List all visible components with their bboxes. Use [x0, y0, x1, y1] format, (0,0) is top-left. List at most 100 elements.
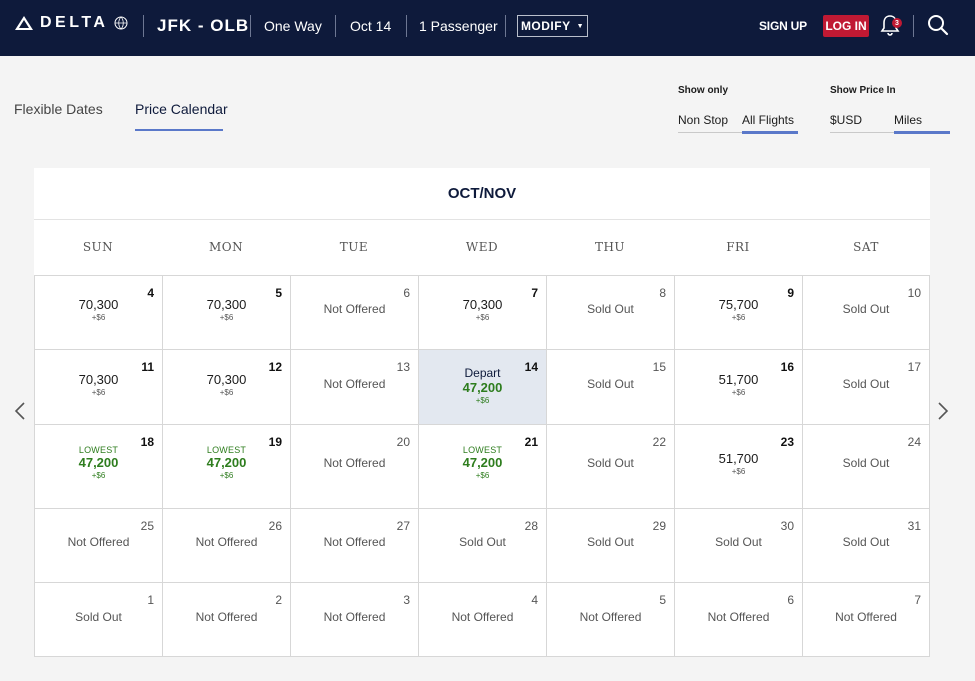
trip-type: One Way: [264, 18, 322, 34]
weekday-header: WED: [465, 240, 499, 254]
calendar-day[interactable]: 16 51,700 +$6: [674, 349, 802, 424]
availability-status: Sold Out: [587, 302, 634, 316]
availability-status: Not Offered: [195, 609, 258, 624]
availability-status: Sold Out: [75, 609, 122, 624]
day-number: 5: [275, 286, 282, 300]
calendar-day: 5 Not Offered: [546, 582, 674, 657]
weekday-header: FRI: [726, 240, 750, 254]
calendar-day: 27 Not Offered: [290, 508, 418, 582]
fare-info: 51,700 +$6: [675, 451, 802, 476]
fare-info: LOWEST 47,200 +$6: [163, 445, 290, 480]
travel-date: Oct 14: [350, 18, 392, 34]
day-number: 17: [907, 360, 921, 374]
brand-name: DELTA: [40, 14, 109, 31]
availability-status: Not Offered: [323, 376, 386, 391]
active-tab-indicator: [135, 129, 223, 131]
fare-info: Depart 47,200 +$6: [419, 366, 546, 405]
modify-button[interactable]: MODIFY ▼: [517, 15, 588, 37]
price-miles[interactable]: Miles: [894, 113, 923, 127]
day-number: 30: [780, 519, 794, 533]
fare-taxes: +$6: [731, 467, 746, 476]
calendar-day: 4 Not Offered: [418, 582, 546, 657]
day-number: 24: [907, 435, 921, 449]
calendar-day-selected[interactable]: 14 Depart 47,200 +$6: [418, 349, 546, 424]
route-label: JFK - OLB: [157, 16, 250, 35]
filter-non-stop[interactable]: Non Stop: [678, 113, 729, 127]
lowest-fare-label: LOWEST: [78, 445, 119, 455]
calendar-day: 17 Sold Out: [802, 349, 930, 424]
calendar-day: 31 Sold Out: [802, 508, 930, 582]
fare-taxes: +$6: [91, 313, 106, 322]
fare-miles: 47,200: [462, 455, 503, 470]
calendar-day: 29 Sold Out: [546, 508, 674, 582]
calendar-day: 26 Not Offered: [162, 508, 290, 582]
day-number: 13: [396, 360, 410, 374]
fare-miles: 70,300: [78, 297, 119, 312]
fare-miles: 70,300: [462, 297, 503, 312]
day-number: 26: [268, 519, 282, 533]
depart-label: Depart: [464, 365, 501, 380]
calendar-day[interactable]: 11 70,300 +$6: [34, 349, 162, 424]
divider: [250, 15, 251, 37]
delta-widget-icon: [15, 16, 33, 30]
chevron-left-icon[interactable]: [14, 402, 26, 420]
calendar-day[interactable]: 19 LOWEST 47,200 +$6: [162, 424, 290, 508]
fare-info: 70,300 +$6: [163, 372, 290, 397]
fare-miles: 70,300: [78, 371, 119, 387]
availability-status: Sold Out: [842, 535, 890, 549]
calendar-day[interactable]: 4 70,300 +$6: [34, 275, 162, 349]
sign-up-link[interactable]: SIGN UP: [759, 19, 807, 33]
calendar-day: 1 Sold Out: [34, 582, 162, 657]
passenger-count: 1 Passenger: [419, 18, 498, 34]
day-number: 27: [396, 519, 410, 533]
calendar-day[interactable]: 7 70,300 +$6: [418, 275, 546, 349]
log-in-button[interactable]: LOG IN: [823, 15, 869, 37]
chevron-right-icon[interactable]: [937, 402, 949, 420]
filter-all-flights[interactable]: All Flights: [742, 113, 795, 127]
weekday-header: SAT: [853, 240, 879, 254]
calendar-day: 30 Sold Out: [674, 508, 802, 582]
calendar-day: 22 Sold Out: [546, 424, 674, 508]
weekday-header: MON: [208, 240, 244, 254]
fare-miles: 47,200: [206, 455, 247, 470]
day-number: 15: [652, 360, 666, 374]
divider: [406, 15, 407, 37]
bell-icon[interactable]: [880, 14, 900, 36]
availability-status: Not Offered: [323, 535, 386, 549]
calendar-day: 13 Not Offered: [290, 349, 418, 424]
calendar-day[interactable]: 12 70,300 +$6: [162, 349, 290, 424]
day-number: 4: [147, 286, 154, 300]
availability-status: Not Offered: [707, 609, 770, 624]
calendar-day[interactable]: 9 75,700 +$6: [674, 275, 802, 349]
tab-flexible-dates[interactable]: Flexible Dates: [14, 101, 103, 117]
fare-miles: 70,300: [206, 297, 247, 312]
day-number: 31: [907, 519, 921, 533]
calendar-day[interactable]: 21 LOWEST 47,200 +$6: [418, 424, 546, 508]
top-nav-bar: DELTA JFK - OLB One Way Oct 14 1 Passeng…: [0, 0, 975, 56]
calendar-day: 8 Sold Out: [546, 275, 674, 349]
calendar-day[interactable]: 23 51,700 +$6: [674, 424, 802, 508]
modify-label: MODIFY: [520, 19, 571, 33]
fare-info: 51,700 +$6: [675, 372, 802, 397]
availability-status: Sold Out: [842, 376, 890, 391]
day-number: 9: [787, 286, 794, 300]
calendar-day: 10 Sold Out: [802, 275, 930, 349]
fare-info: 70,300 +$6: [163, 297, 290, 322]
weekday-header: THU: [594, 240, 626, 254]
delta-logo[interactable]: DELTA: [14, 14, 128, 32]
search-icon[interactable]: [927, 14, 949, 36]
day-number: 18: [140, 435, 154, 449]
day-number: 3: [403, 593, 410, 607]
day-number: 22: [652, 435, 666, 449]
availability-status: Sold Out: [587, 456, 634, 470]
day-number: 8: [659, 286, 666, 300]
fare-taxes: +$6: [475, 395, 490, 405]
calendar-day[interactable]: 5 70,300 +$6: [162, 275, 290, 349]
price-usd[interactable]: $USD: [830, 113, 863, 127]
availability-status: Not Offered: [323, 609, 386, 624]
day-number: 16: [780, 360, 794, 374]
calendar-day[interactable]: 18 LOWEST 47,200 +$6: [34, 424, 162, 508]
show-price-in-title: Show Price In: [830, 85, 896, 96]
tab-price-calendar[interactable]: Price Calendar: [135, 101, 228, 117]
price-calendar: OCT/NOV SUN MON TUE WED THU FRI SAT 4 70,300 +$6 5…: [34, 168, 930, 657]
